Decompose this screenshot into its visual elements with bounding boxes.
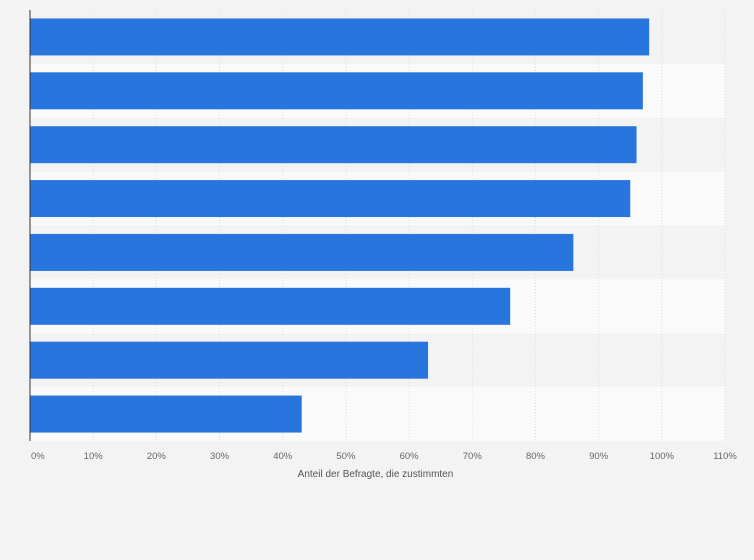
x-tick-label: 70% — [463, 451, 483, 462]
x-tick-label: 40% — [273, 451, 293, 462]
bar[interactable] — [30, 341, 429, 379]
x-tick-label: 30% — [210, 451, 230, 462]
x-tick-label: 100% — [650, 451, 675, 462]
x-tick-label: 10% — [84, 451, 104, 462]
x-tick-label: 20% — [147, 451, 167, 462]
bar[interactable] — [30, 18, 650, 56]
x-tick-label: 90% — [589, 451, 609, 462]
bar[interactable] — [30, 287, 511, 325]
bar[interactable] — [30, 126, 637, 164]
x-axis-title: Anteil der Befragte, die zustimmten — [298, 469, 454, 480]
bars — [30, 18, 650, 433]
x-tick-label: 110% — [713, 451, 737, 462]
x-tick-label: 80% — [526, 451, 546, 462]
x-axis-ticks: 0% 10% 20% 30% 40% 50% 60% 70% 80% 90% 100% 110% — [31, 451, 737, 462]
bar[interactable] — [30, 72, 643, 110]
bar[interactable] — [30, 395, 302, 433]
bar[interactable] — [30, 233, 574, 271]
x-tick-label: 0% — [31, 451, 45, 462]
bar[interactable] — [30, 180, 631, 218]
x-tick-label: 60% — [400, 451, 420, 462]
x-tick-label: 50% — [336, 451, 356, 462]
